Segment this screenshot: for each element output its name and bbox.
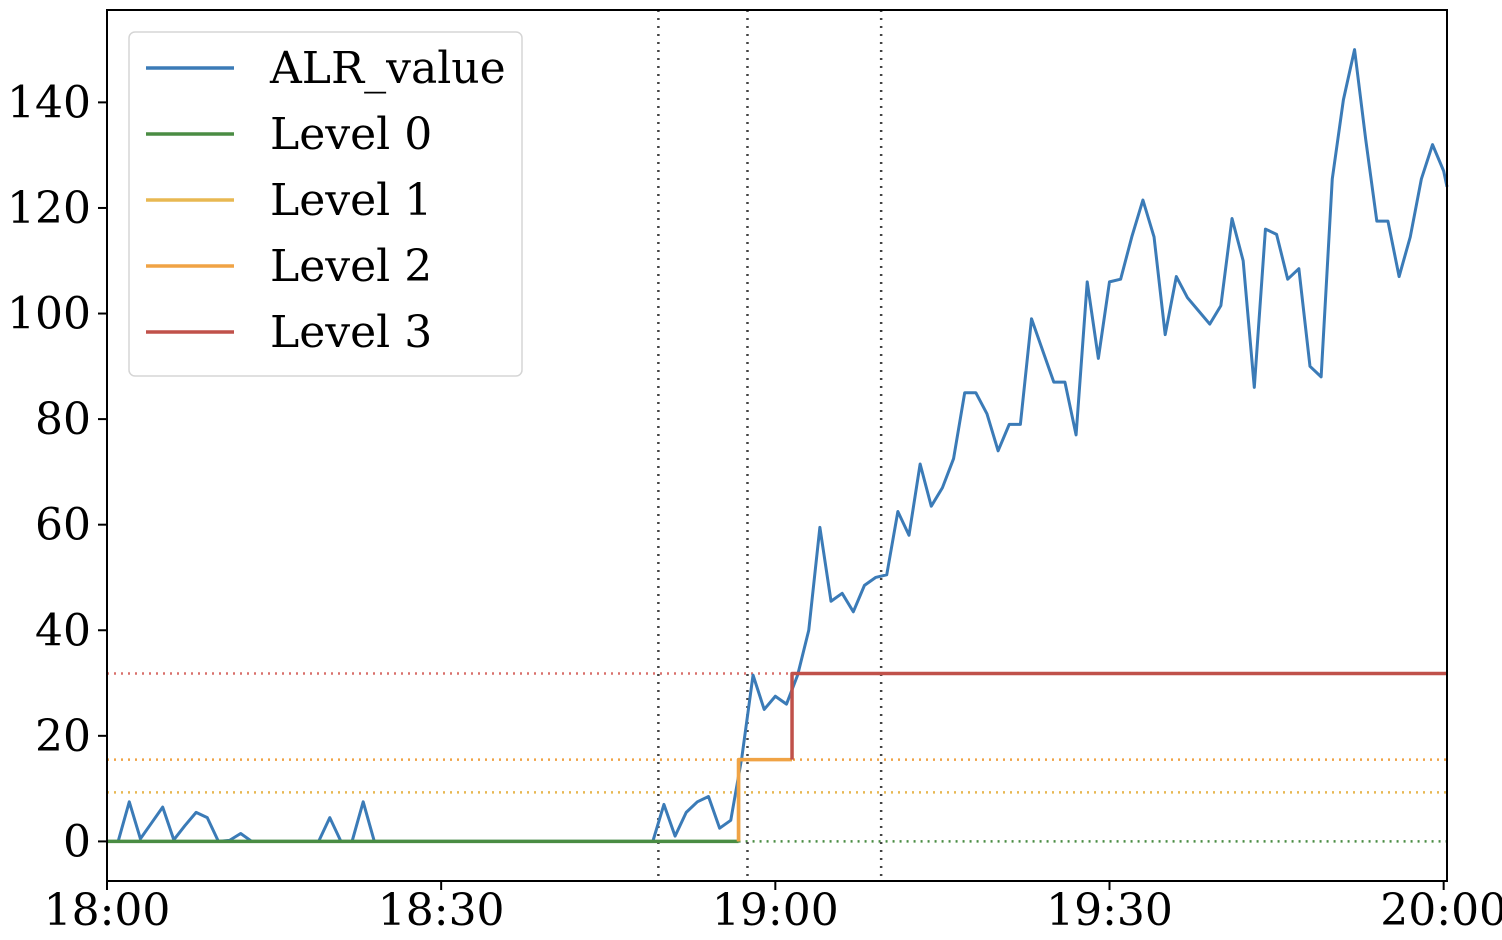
y-tick-label: 140	[7, 77, 91, 128]
y-axis-ticks: 0 20 40 60 80 100 120 140	[7, 77, 107, 867]
legend-label: Level 1	[270, 175, 432, 226]
y-tick-label: 20	[35, 711, 91, 762]
x-axis-ticks: 18:00 18:30 19:00 19:30 20:00	[44, 881, 1502, 936]
x-tick-label: 18:00	[44, 885, 171, 936]
legend-box	[128, 31, 523, 377]
y-tick-label: 100	[7, 289, 91, 340]
series-lines	[107, 48, 1449, 844]
y-tick-label: 120	[7, 183, 91, 234]
x-tick-label: 19:00	[712, 885, 839, 936]
axes-frame	[106, 9, 1448, 882]
event-lines	[657, 10, 883, 881]
legend-label: Level 3	[270, 307, 432, 358]
series-level-2	[736, 757, 793, 842]
y-tick-label: 0	[63, 816, 91, 867]
series-level-3	[790, 671, 1447, 760]
legend-label: Level 2	[270, 241, 432, 292]
legend-label: ALR_value	[269, 43, 506, 94]
y-tick-label: 60	[35, 500, 91, 551]
y-tick-label: 80	[35, 394, 91, 445]
series-alr-value	[107, 48, 1449, 843]
x-tick-label: 20:00	[1380, 885, 1502, 936]
legend: ALR_value Level 0 Level 1 Level 2 Level 3	[128, 31, 523, 377]
y-tick-label: 40	[35, 605, 91, 656]
x-tick-label: 19:30	[1046, 885, 1173, 936]
x-tick-label: 18:30	[378, 885, 505, 936]
legend-label: Level 0	[270, 109, 432, 160]
